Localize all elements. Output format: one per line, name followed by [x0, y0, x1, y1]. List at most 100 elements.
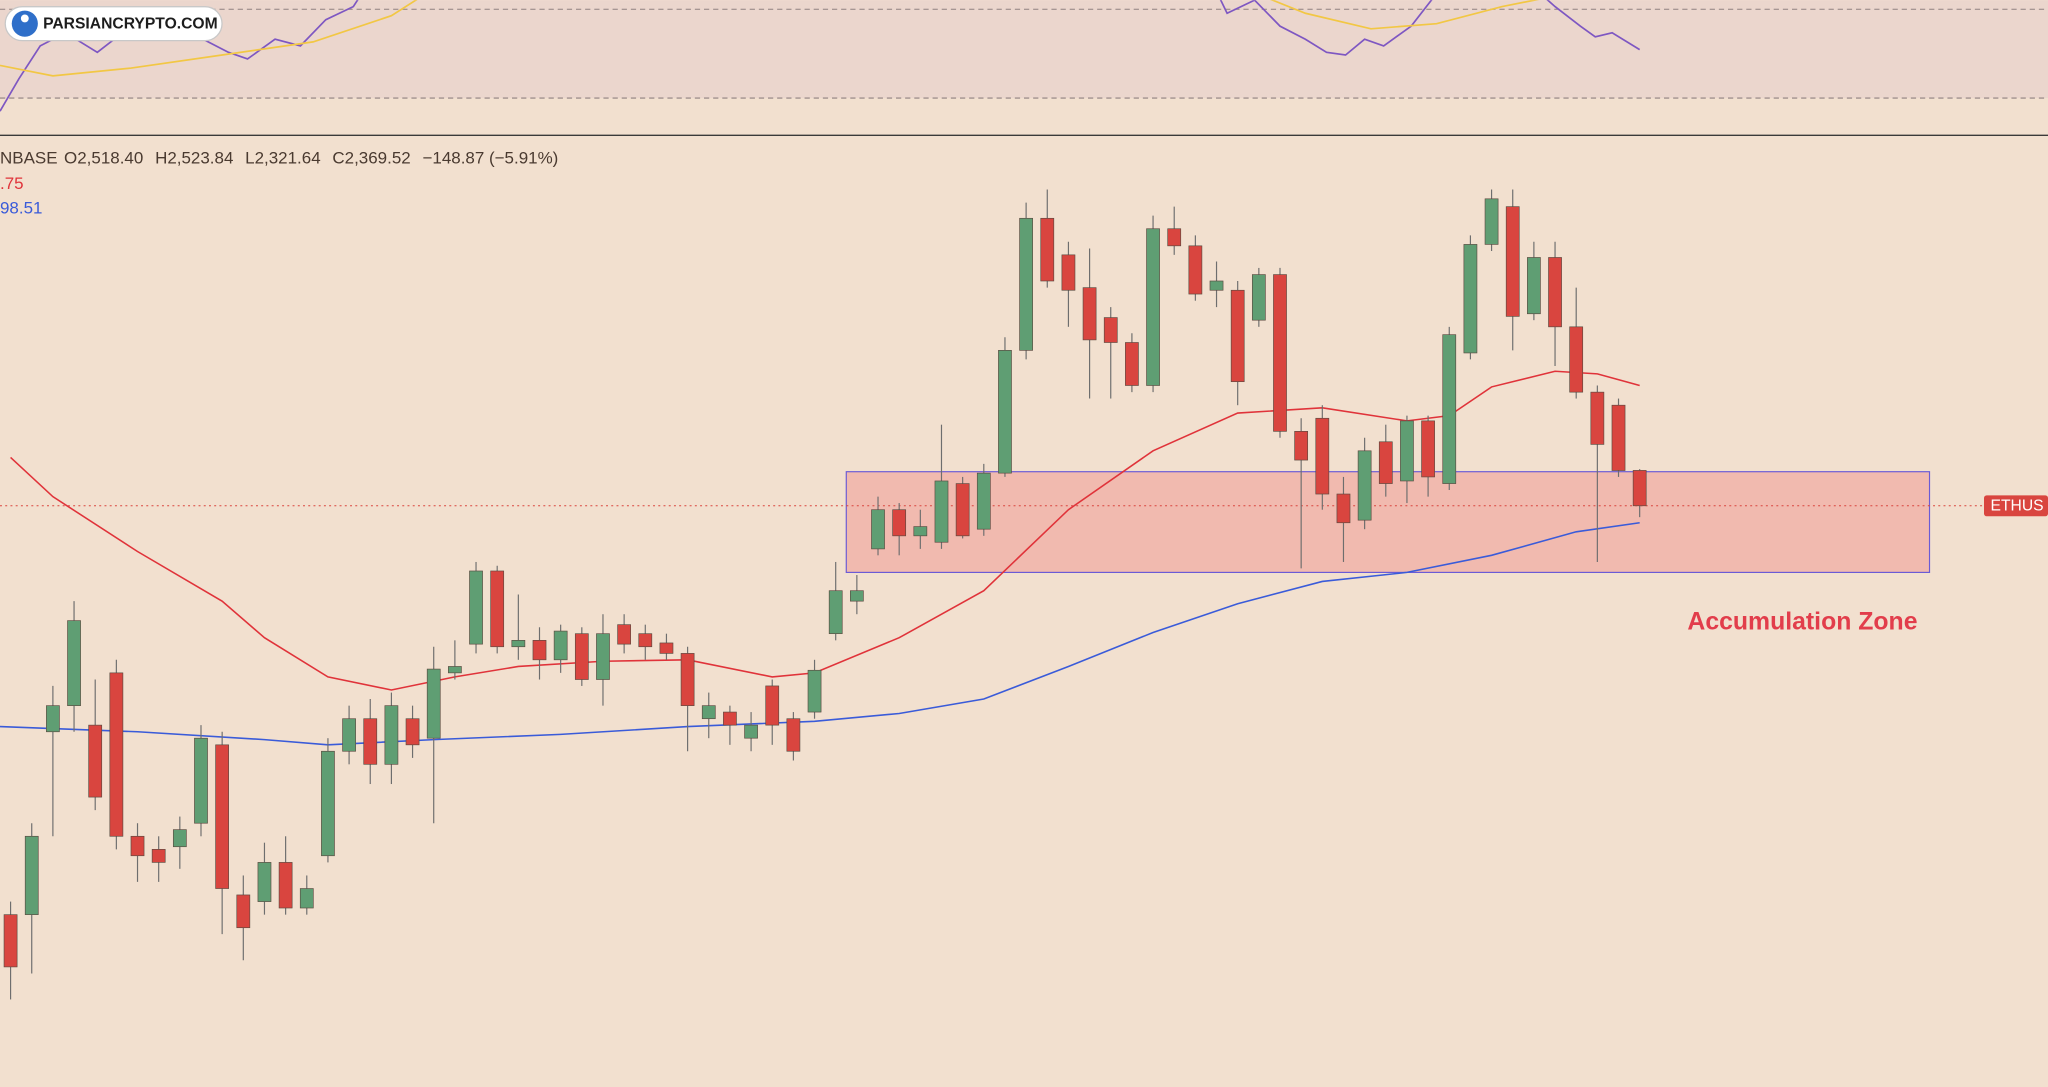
moving-average — [0, 521, 1640, 746]
ma-label: 98.51 — [0, 199, 42, 218]
candle-body — [1103, 317, 1118, 343]
watermark-text: PARSIANCRYPTO.COM — [43, 15, 218, 32]
candle-body — [1484, 198, 1499, 245]
candle-body — [850, 590, 864, 602]
candle-body — [1146, 228, 1160, 386]
candle-body — [955, 483, 970, 537]
candle-body — [130, 835, 145, 857]
candle-body — [765, 685, 780, 726]
candle-body — [342, 718, 356, 752]
rsi-line — [0, 0, 1539, 77]
candle-body — [1463, 244, 1478, 354]
symbol: NBASE — [0, 149, 58, 168]
candle-body — [1421, 420, 1435, 478]
candle-body — [1230, 289, 1245, 383]
candle-body — [67, 620, 81, 706]
candle-body — [1378, 441, 1393, 484]
candle-body — [807, 669, 822, 713]
candle-body — [976, 472, 991, 530]
watermark-icon — [11, 10, 38, 37]
candle-body — [1632, 470, 1647, 507]
candle-body — [384, 705, 399, 765]
candle-body — [1082, 287, 1097, 341]
candle-body — [1209, 280, 1224, 291]
candle-body — [278, 862, 293, 909]
ohlc-legend: NBASE O2,518.40 H2,523.84 L2,321.64 C2,369.5… — [0, 149, 558, 168]
candle-body — [786, 718, 801, 752]
candle-body — [1611, 404, 1626, 471]
candle-body — [469, 570, 483, 645]
candle-body — [1251, 274, 1266, 321]
candle-body — [109, 672, 124, 837]
candle-body — [1040, 217, 1055, 282]
candle-body — [1315, 417, 1330, 495]
candle-body — [1442, 334, 1457, 484]
candle-body — [1569, 326, 1584, 393]
watermark-pill — [4, 6, 223, 42]
candle-body — [1294, 431, 1309, 461]
candle-body — [426, 668, 441, 739]
candle-body — [490, 570, 505, 648]
symbol-tag-bg — [1984, 495, 2048, 517]
candle-body — [24, 835, 39, 915]
candle-body — [1505, 206, 1520, 317]
candle-body — [744, 724, 758, 739]
candle-body — [680, 653, 695, 706]
candle-body — [363, 718, 378, 765]
symbol-tag: ETHUS — [1991, 498, 2044, 515]
candle-body — [236, 894, 251, 929]
open-label: O2,518.40 — [64, 149, 143, 168]
candle-body — [1061, 254, 1076, 291]
candle-body — [257, 862, 272, 902]
candle-body — [723, 711, 737, 726]
candle-body — [1400, 420, 1414, 482]
candle-body — [913, 526, 928, 537]
candle-body — [1548, 257, 1562, 328]
candle-body — [871, 509, 885, 550]
annotation: Accumulation Zone — [1687, 609, 1917, 636]
candle-body — [511, 640, 526, 648]
candle-body — [1125, 342, 1139, 386]
candle-body — [3, 914, 18, 968]
candle-body — [1273, 274, 1287, 432]
candle-body — [701, 705, 716, 720]
rsi-band — [0, 0, 2048, 99]
candle-body — [934, 480, 949, 543]
candle-body — [892, 509, 907, 537]
watermark-icon-dot — [20, 14, 29, 23]
candle-body — [659, 642, 674, 654]
accumulation-zone — [845, 471, 1931, 573]
candle-body — [215, 744, 230, 889]
candle-body — [1357, 450, 1372, 521]
rsi-panel — [0, 0, 2048, 112]
candle-body — [46, 705, 60, 733]
high-label: H2,523.84 — [155, 149, 233, 168]
watermark: PARSIANCRYPTO.COM — [4, 6, 223, 42]
price-panel — [0, 189, 2048, 1000]
candle-body — [1336, 493, 1351, 524]
close-label: C2,369.52 — [332, 149, 410, 168]
candle-body — [532, 640, 547, 661]
candle-body — [1019, 217, 1033, 351]
change-label: −148.87 (−5.91%) — [422, 149, 558, 168]
candle-body — [553, 630, 568, 661]
candle-body — [172, 829, 187, 848]
candle-body — [151, 849, 166, 863]
candle-body — [321, 750, 335, 857]
candle-body — [1167, 228, 1182, 247]
low-label: L2,321.64 — [245, 149, 321, 168]
candle-body — [88, 724, 103, 798]
candle-body — [1590, 391, 1605, 445]
candle-body — [299, 888, 314, 909]
candle-body — [1188, 245, 1203, 295]
candle-body — [617, 624, 631, 645]
candle-body — [638, 633, 653, 648]
candle-body — [194, 737, 208, 824]
candle-body — [998, 350, 1012, 474]
candle-body — [828, 590, 843, 635]
candle-body — [574, 633, 589, 680]
candle-body — [1527, 257, 1541, 315]
candle-body — [596, 633, 610, 680]
